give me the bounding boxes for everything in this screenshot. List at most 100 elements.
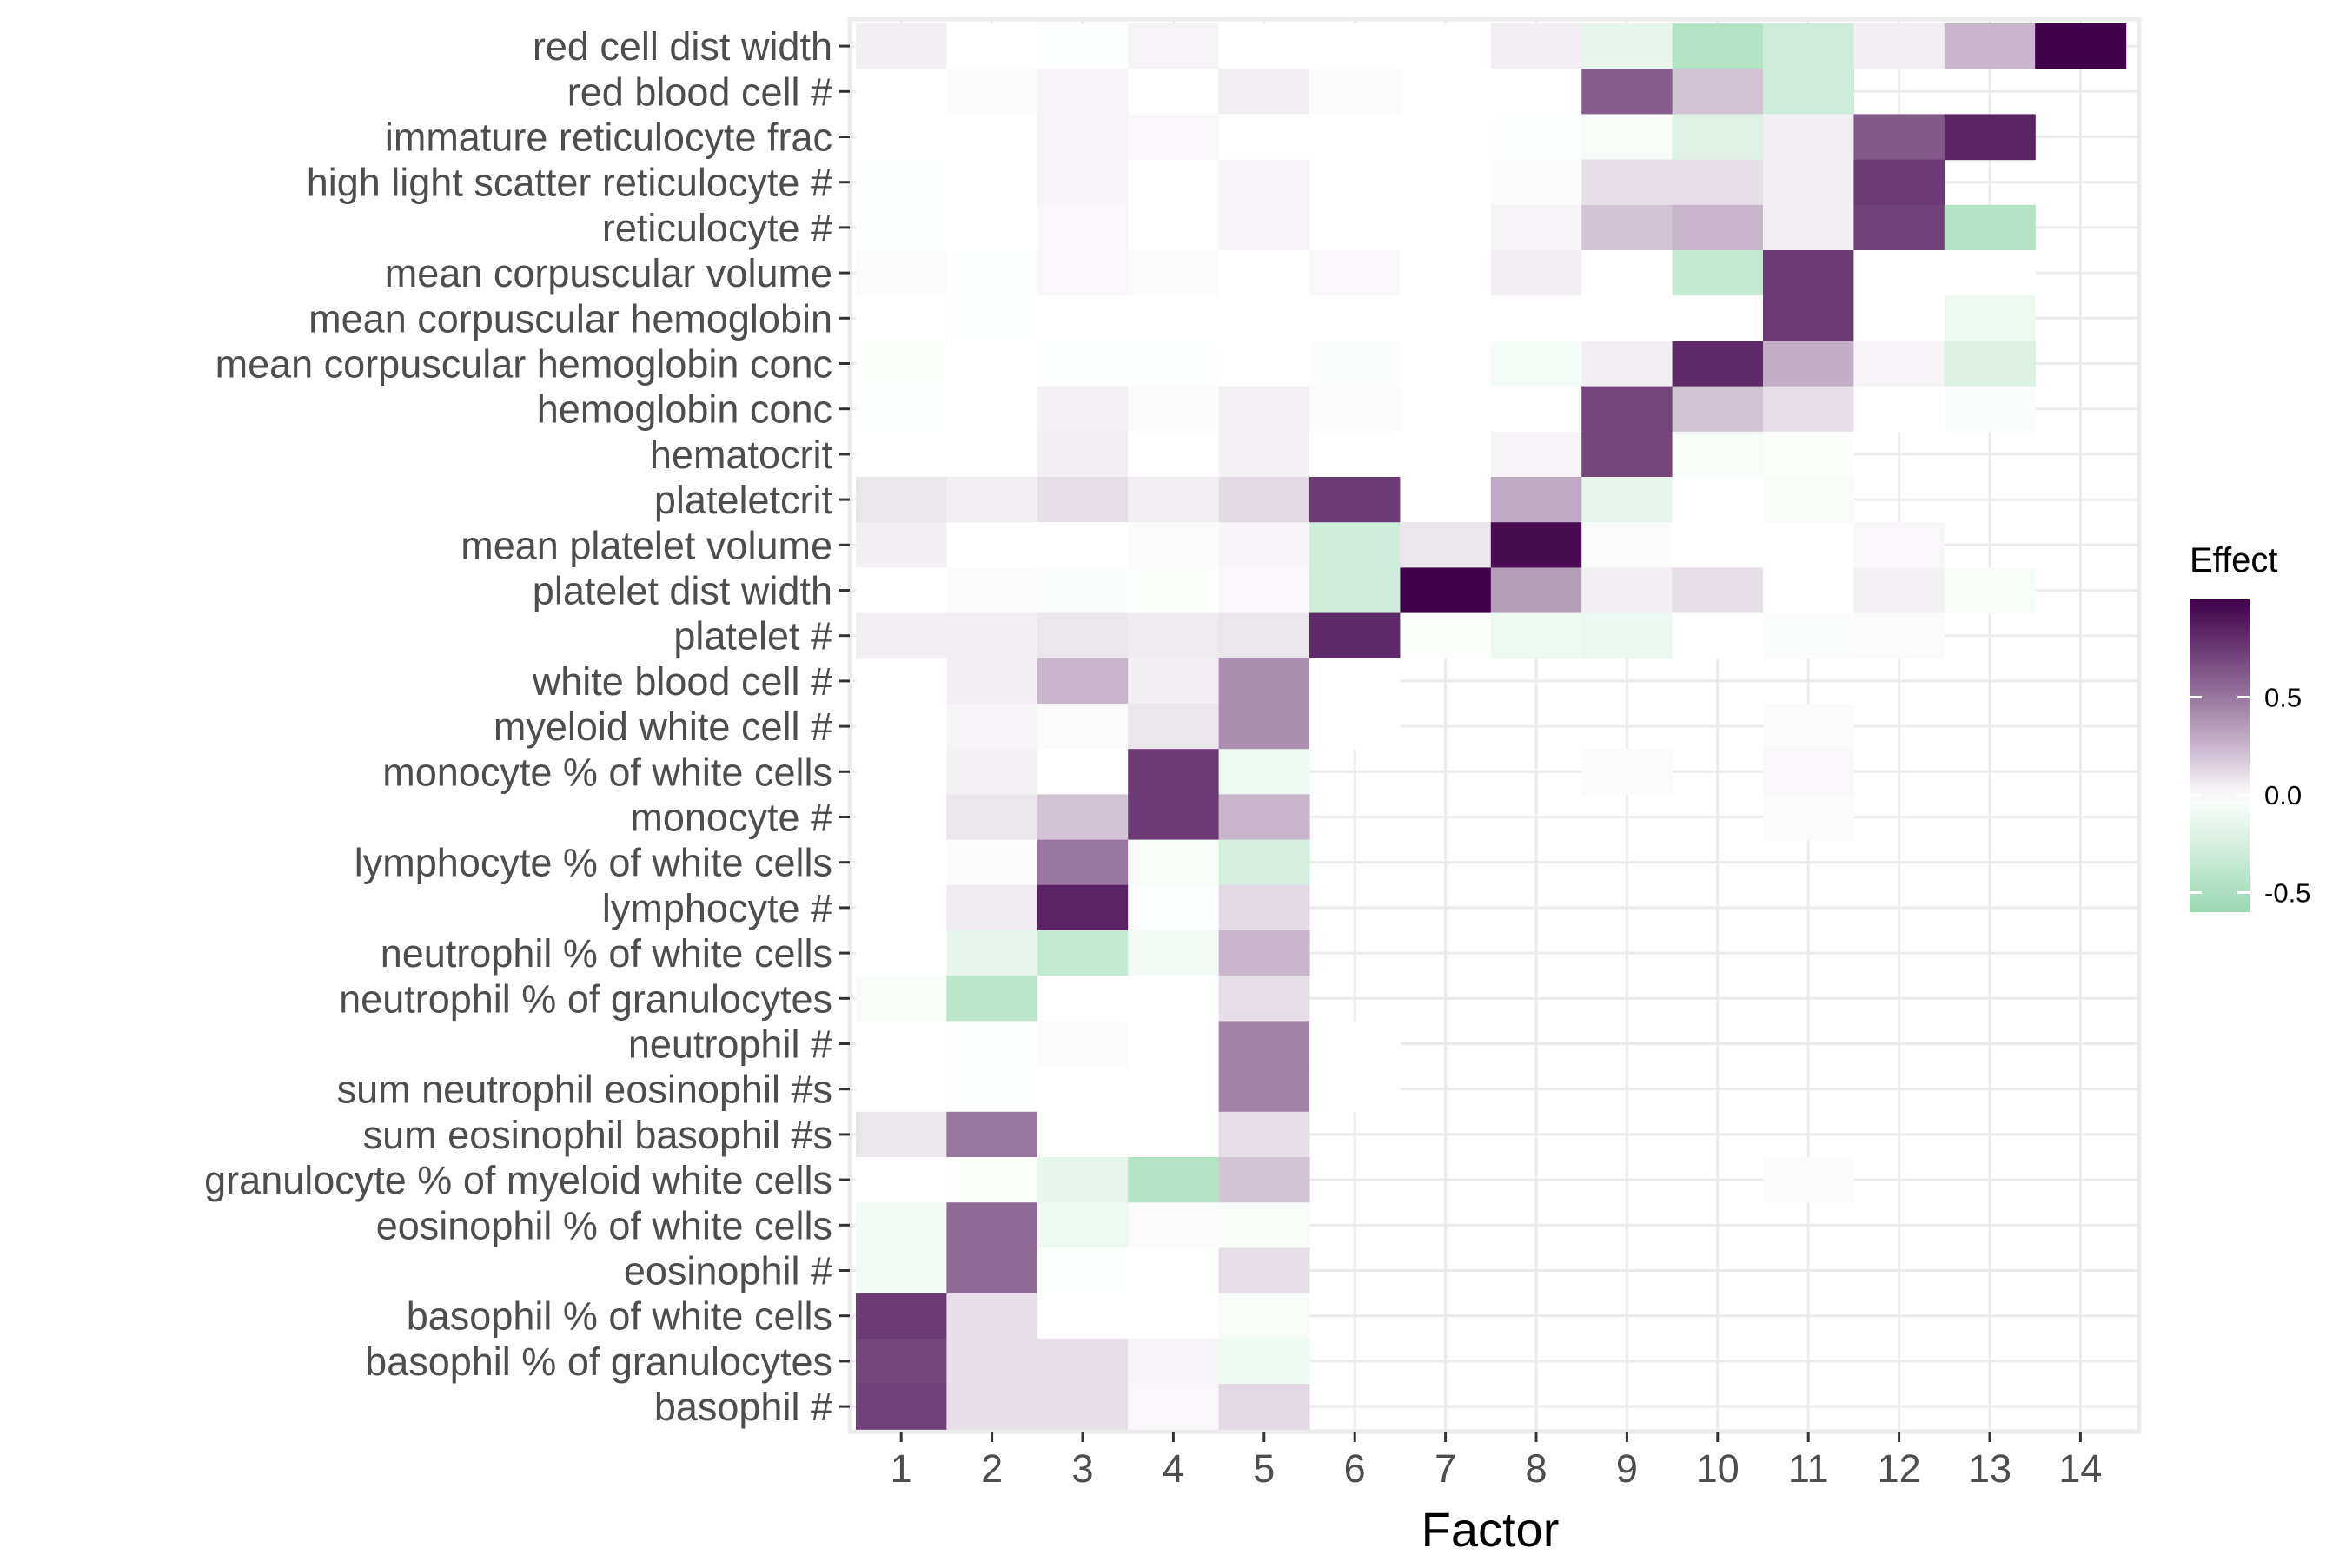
heatmap-cell xyxy=(946,477,1038,523)
x-tick-label: 3 xyxy=(1071,1446,1093,1491)
heatmap-cell xyxy=(1853,23,1945,69)
heatmap-cell xyxy=(1853,522,1945,568)
y-tick-label: myeloid white cell # xyxy=(494,705,832,749)
heatmap-cell xyxy=(1490,431,1582,478)
heatmap-cell xyxy=(946,1293,1038,1340)
heatmap-cell xyxy=(946,658,1038,705)
heatmap-cell xyxy=(1309,658,1401,705)
heatmap-cell xyxy=(1218,976,1310,1022)
legend-tick-label: 0.5 xyxy=(2264,683,2302,713)
heatmap-cell xyxy=(1128,1111,1220,1158)
heatmap-cell xyxy=(1490,250,1582,296)
heatmap-cell xyxy=(1037,114,1129,161)
heatmap-cell xyxy=(1128,295,1220,341)
heatmap-cell xyxy=(1400,477,1492,523)
heatmap-cell xyxy=(1309,23,1401,69)
heatmap-cell xyxy=(946,204,1038,251)
heatmap-cell xyxy=(1309,114,1401,161)
y-tick-label: basophil # xyxy=(654,1385,832,1429)
heatmap-cell xyxy=(1037,704,1129,750)
heatmap-cell xyxy=(1400,522,1492,568)
heatmap-cell xyxy=(1490,477,1582,523)
heatmap-cell xyxy=(1309,704,1401,750)
heatmap-cell xyxy=(946,159,1038,206)
heatmap-cell xyxy=(1853,204,1945,251)
heatmap-cell xyxy=(1581,567,1673,614)
heatmap-cell xyxy=(1128,1066,1220,1113)
heatmap-cell xyxy=(1763,114,1854,161)
y-tick-label: monocyte % of white cells xyxy=(382,750,832,794)
heatmap-cell xyxy=(1944,250,2036,296)
heatmap-cell xyxy=(1128,477,1220,523)
heatmap-cell xyxy=(946,612,1038,659)
x-tick-label: 1 xyxy=(891,1446,912,1491)
y-tick-label: basophil % of granulocytes xyxy=(365,1340,832,1384)
heatmap-cell xyxy=(856,204,947,251)
heatmap-cell xyxy=(856,1384,947,1430)
heatmap-cell xyxy=(1037,749,1129,795)
heatmap-cell xyxy=(1309,341,1401,387)
heatmap-cell xyxy=(1037,1157,1129,1203)
heatmap-cell xyxy=(1128,114,1220,161)
x-tick-label: 4 xyxy=(1163,1446,1184,1491)
heatmap-cell xyxy=(1128,1384,1220,1430)
heatmap-cell xyxy=(1218,1202,1310,1248)
heatmap-cell xyxy=(1037,204,1129,251)
heatmap-cell xyxy=(1490,295,1582,341)
heatmap-cell xyxy=(1037,1021,1129,1068)
x-axis-title: Factor xyxy=(1422,1502,1560,1557)
heatmap-cell xyxy=(946,1157,1038,1203)
heatmap-cell xyxy=(1309,159,1401,206)
y-tick-label: basophil % of white cells xyxy=(407,1294,832,1339)
heatmap-cell xyxy=(856,386,947,433)
heatmap-cell xyxy=(856,704,947,750)
heatmap-cell xyxy=(946,1384,1038,1430)
heatmap-cell xyxy=(856,1338,947,1385)
heatmap-cell xyxy=(1218,1111,1310,1158)
heatmap-cell xyxy=(1490,612,1582,659)
heatmap-cell xyxy=(946,250,1038,296)
y-tick-label: granulocyte % of myeloid white cells xyxy=(204,1158,832,1202)
heatmap-cell xyxy=(1037,1111,1129,1158)
heatmap-cell xyxy=(1400,295,1492,341)
heatmap-cell xyxy=(1581,522,1673,568)
heatmap-cell xyxy=(946,1247,1038,1294)
heatmap-cell xyxy=(1400,69,1492,115)
heatmap-cell xyxy=(1672,567,1764,614)
heatmap-cell xyxy=(1944,341,2036,387)
y-tick-label: reticulocyte # xyxy=(602,206,832,250)
x-tick-label: 12 xyxy=(1878,1446,1921,1491)
heatmap-cell xyxy=(1037,976,1129,1022)
heatmap-cell xyxy=(1400,612,1492,659)
heatmap-cell xyxy=(1218,431,1310,478)
heatmap-cell xyxy=(946,1066,1038,1113)
heatmap-cell xyxy=(1581,386,1673,433)
heatmap-cell xyxy=(946,341,1038,387)
heatmap-cell xyxy=(1128,1021,1220,1068)
heatmap-cell xyxy=(1763,794,1854,841)
heatmap-cell xyxy=(1763,612,1854,659)
heatmap-cell xyxy=(1672,612,1764,659)
heatmap-cell xyxy=(856,794,947,841)
heatmap-cell xyxy=(1218,839,1310,886)
heatmap-cell xyxy=(946,794,1038,841)
y-tick-label: high light scatter reticulocyte # xyxy=(307,161,832,205)
heatmap-cell xyxy=(1400,431,1492,478)
heatmap-cell xyxy=(1218,204,1310,251)
heatmap-cell xyxy=(1037,567,1129,614)
heatmap-cell xyxy=(856,1202,947,1248)
heatmap-cell xyxy=(856,477,947,523)
heatmap-cell xyxy=(856,522,947,568)
heatmap-cell xyxy=(856,1247,947,1294)
x-tick-label: 10 xyxy=(1696,1446,1740,1491)
heatmap-cell xyxy=(1672,250,1764,296)
heatmap-cell xyxy=(1763,250,1854,296)
x-axis: 1 2 3 4 5 6 7 8 9 10 11 12 13 14 xyxy=(891,1432,2102,1491)
heatmap-cell xyxy=(946,567,1038,614)
heatmap-cell xyxy=(1128,522,1220,568)
heatmap-cell xyxy=(856,658,947,705)
heatmap-cell xyxy=(1037,159,1129,206)
heatmap-cell xyxy=(1037,477,1129,523)
heatmap-cell xyxy=(1490,204,1582,251)
